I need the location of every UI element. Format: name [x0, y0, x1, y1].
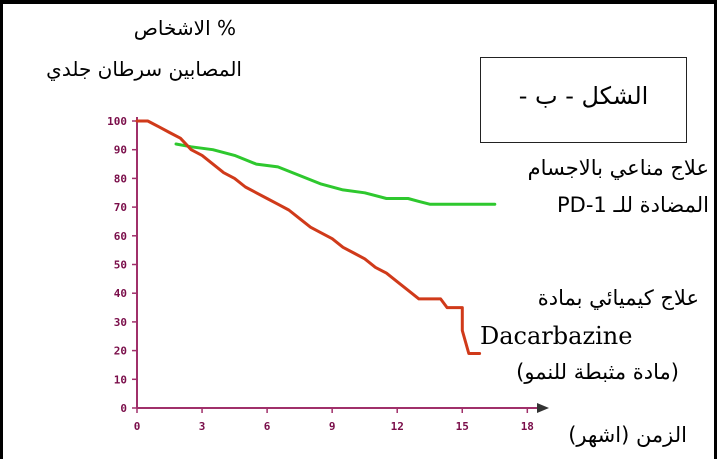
axis-ticks: 0 10 20 30 40 50 60 70 80 90 100 0 3 6 9 12 15 18 [107, 115, 534, 433]
y-tick-label: 0 [120, 402, 127, 415]
x-tick-label: 15 [456, 420, 469, 433]
immuno-label-line2: المضادة للـ PD-1 [557, 193, 709, 217]
x-tick-label: 3 [199, 420, 206, 433]
frame-top-border [0, 0, 717, 4]
axes [136, 117, 549, 413]
y-tick-label: 20 [114, 345, 127, 358]
frame-right-border [714, 0, 717, 459]
y-tick-label: 70 [114, 201, 127, 214]
x-axis-arrow [537, 403, 549, 413]
x-tick-label: 12 [391, 420, 404, 433]
x-tick-label: 18 [521, 420, 534, 433]
x-tick-label: 0 [134, 420, 141, 433]
y-tick-label: 30 [114, 316, 127, 329]
figure-label-box: الشكل - ب - [480, 57, 687, 143]
figure-label: الشكل - ب - [518, 82, 649, 110]
y-tick-label: 100 [107, 115, 127, 128]
y-tick-label: 40 [114, 287, 127, 300]
y-axis-label-line2: المصابين سرطان جلدي [46, 57, 242, 81]
chemo-label-line2: Dacarbazine [480, 322, 633, 350]
immuno-series-line [174, 142, 497, 206]
x-axis-label: الزمن (اشهر) [568, 423, 687, 447]
frame-left-border [0, 0, 3, 459]
chemo-series-line [135, 119, 482, 355]
y-tick-label: 50 [114, 259, 127, 272]
x-tick-label: 9 [329, 420, 336, 433]
y-tick-label: 90 [114, 144, 127, 157]
immuno-label-line1: علاج مناعي بالاجسام [527, 156, 709, 180]
y-tick-label: 80 [114, 172, 127, 185]
chemo-label-line1: علاج كيميائي بمادة [537, 286, 699, 310]
chemo-label-line3: (مادة مثبطة للنمو) [516, 360, 679, 384]
series-layer [135, 119, 497, 355]
x-tick-label: 6 [264, 420, 271, 433]
y-tick-label: 10 [114, 373, 127, 386]
y-tick-label: 60 [114, 230, 127, 243]
y-axis-label-line1: % الاشخاص [133, 16, 236, 40]
